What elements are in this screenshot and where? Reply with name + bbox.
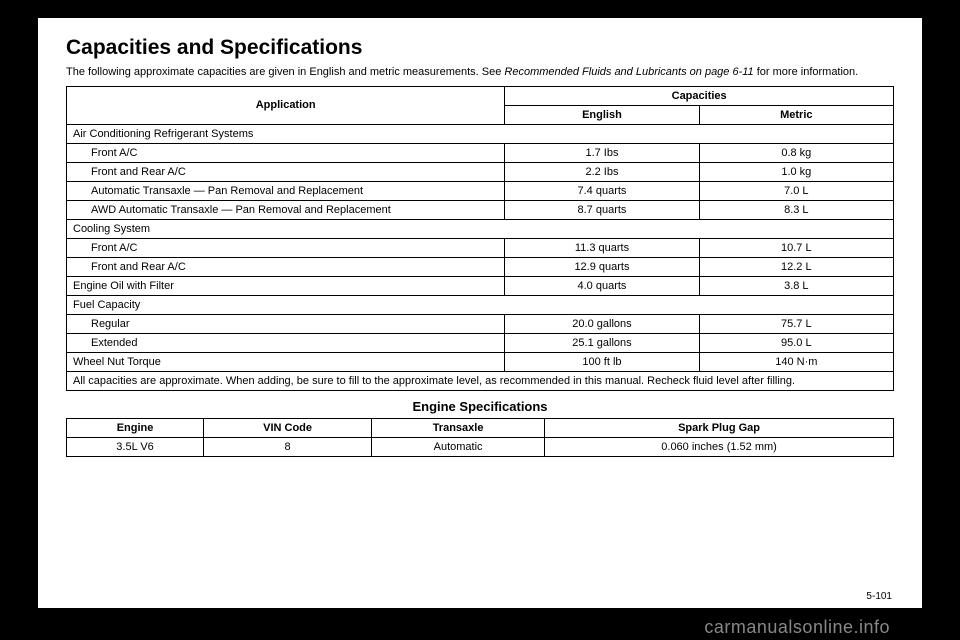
eng-hdr-trans: Transaxle: [372, 418, 545, 437]
eng-hdr-engine: Engine: [67, 418, 204, 437]
eng-vin: 8: [204, 437, 372, 456]
label-cell: Wheel Nut Torque: [67, 352, 505, 371]
english-cell: 8.7 quarts: [505, 200, 699, 219]
label-cell: AWD Automatic Transaxle — Pan Removal an…: [67, 200, 505, 219]
english-cell: 25.1 gallons: [505, 333, 699, 352]
metric-cell: 7.0 L: [699, 181, 893, 200]
table-row: Cooling System: [67, 219, 894, 238]
hdr-application: Application: [67, 86, 505, 124]
metric-cell: 3.8 L: [699, 276, 893, 295]
capacities-table: Application Capacities English Metric Ai…: [66, 86, 894, 391]
table-row: Front A/C1.7 Ibs0.8 kg: [67, 143, 894, 162]
metric-cell: 140 N·m: [699, 352, 893, 371]
table-row: Engine Oil with Filter4.0 quarts3.8 L: [67, 276, 894, 295]
manual-page: Capacities and Specifications The follow…: [38, 18, 922, 608]
table-row: Front A/C11.3 quarts10.7 L: [67, 238, 894, 257]
metric-cell: 10.7 L: [699, 238, 893, 257]
section-cell: Fuel Capacity: [67, 295, 894, 314]
label-cell: Front and Rear A/C: [67, 257, 505, 276]
section-cell: Cooling System: [67, 219, 894, 238]
page-title: Capacities and Specifications: [66, 36, 894, 60]
metric-cell: 8.3 L: [699, 200, 893, 219]
table-row: Wheel Nut Torque100 ft lb140 N·m: [67, 352, 894, 371]
metric-cell: 75.7 L: [699, 314, 893, 333]
english-cell: 4.0 quarts: [505, 276, 699, 295]
table-row: Extended25.1 gallons95.0 L: [67, 333, 894, 352]
table-row: Regular20.0 gallons75.7 L: [67, 314, 894, 333]
table-row: Automatic Transaxle — Pan Removal and Re…: [67, 181, 894, 200]
english-cell: 100 ft lb: [505, 352, 699, 371]
intro-plain: The following approximate capacities are…: [66, 66, 504, 78]
english-cell: 2.2 Ibs: [505, 162, 699, 181]
table-row: All capacities are approximate. When add…: [67, 371, 894, 390]
intro-text: The following approximate capacities are…: [66, 66, 894, 80]
english-cell: 1.7 Ibs: [505, 143, 699, 162]
table-row: Fuel Capacity: [67, 295, 894, 314]
label-cell: Front A/C: [67, 238, 505, 257]
metric-cell: 1.0 kg: [699, 162, 893, 181]
table-row: Front and Rear A/C2.2 Ibs1.0 kg: [67, 162, 894, 181]
english-cell: 7.4 quarts: [505, 181, 699, 200]
label-cell: Extended: [67, 333, 505, 352]
label-cell: Front and Rear A/C: [67, 162, 505, 181]
table-row: AWD Automatic Transaxle — Pan Removal an…: [67, 200, 894, 219]
eng-gap: 0.060 inches (1.52 mm): [545, 437, 894, 456]
eng-header-row: Engine VIN Code Transaxle Spark Plug Gap: [67, 418, 894, 437]
footer-cell: All capacities are approximate. When add…: [67, 371, 894, 390]
table-row: Front and Rear A/C12.9 quarts12.2 L: [67, 257, 894, 276]
eng-data-row: 3.5L V6 8 Automatic 0.060 inches (1.52 m…: [67, 437, 894, 456]
eng-trans: Automatic: [372, 437, 545, 456]
label-cell: Engine Oil with Filter: [67, 276, 505, 295]
intro-italic: Recommended Fluids and Lubricants on pag…: [504, 66, 753, 78]
eng-engine: 3.5L V6: [67, 437, 204, 456]
watermark: carmanualsonline.info: [704, 617, 890, 638]
label-cell: Regular: [67, 314, 505, 333]
section-cell: Air Conditioning Refrigerant Systems: [67, 124, 894, 143]
metric-cell: 95.0 L: [699, 333, 893, 352]
hdr-metric: Metric: [699, 105, 893, 124]
page-number: 5-101: [866, 591, 892, 602]
hdr-english: English: [505, 105, 699, 124]
label-cell: Automatic Transaxle — Pan Removal and Re…: [67, 181, 505, 200]
engine-spec-table: Engine VIN Code Transaxle Spark Plug Gap…: [66, 418, 894, 457]
eng-hdr-gap: Spark Plug Gap: [545, 418, 894, 437]
intro-tail: for more information.: [754, 66, 859, 78]
table-row: Air Conditioning Refrigerant Systems: [67, 124, 894, 143]
english-cell: 11.3 quarts: [505, 238, 699, 257]
label-cell: Front A/C: [67, 143, 505, 162]
metric-cell: 12.2 L: [699, 257, 893, 276]
metric-cell: 0.8 kg: [699, 143, 893, 162]
table-header-row-1: Application Capacities: [67, 86, 894, 105]
eng-hdr-vin: VIN Code: [204, 418, 372, 437]
english-cell: 20.0 gallons: [505, 314, 699, 333]
english-cell: 12.9 quarts: [505, 257, 699, 276]
hdr-capacities: Capacities: [505, 86, 894, 105]
engine-spec-title: Engine Specifications: [66, 399, 894, 414]
